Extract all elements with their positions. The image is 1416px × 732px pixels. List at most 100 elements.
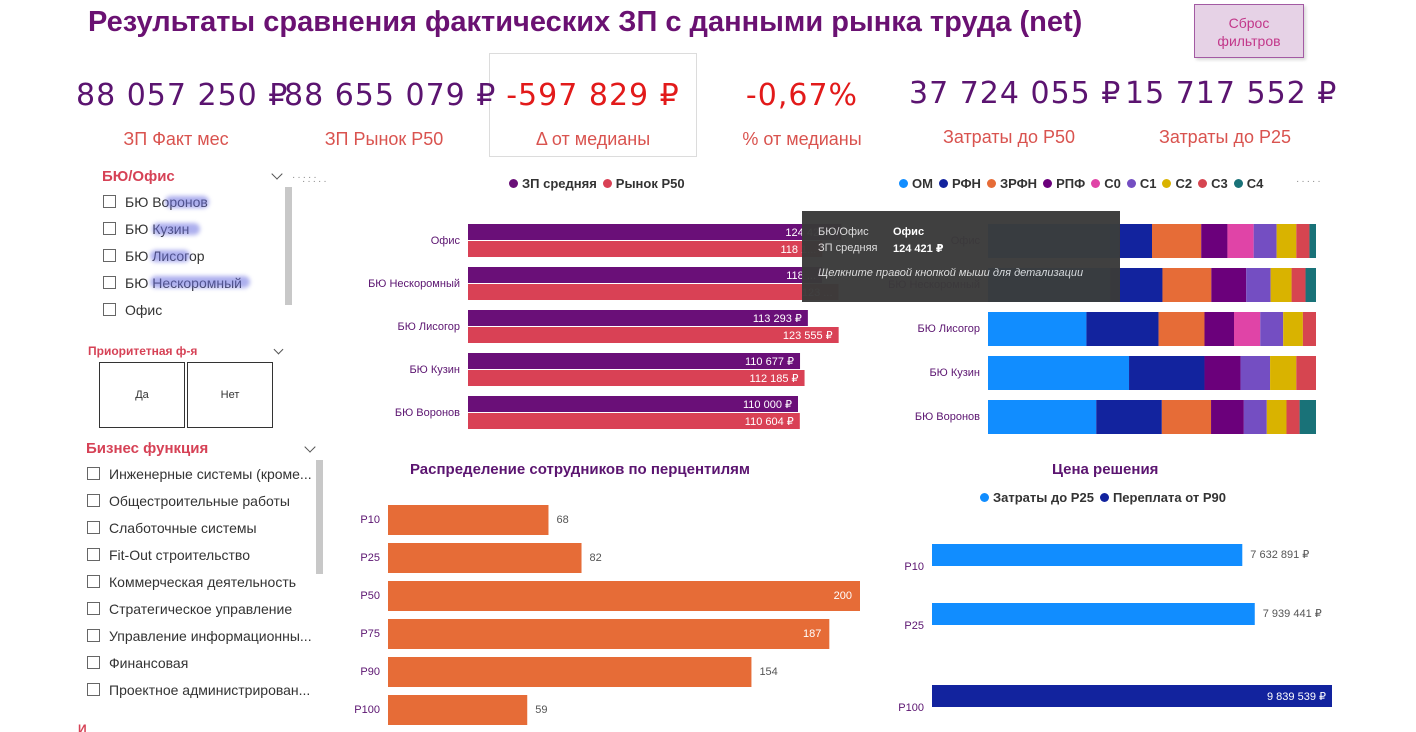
slicer-business-item[interactable]: Коммерческая деятельность — [87, 568, 312, 595]
segment-C2[interactable] — [1270, 356, 1297, 390]
kpi-fact-salary[interactable]: 88 057 250 ₽ ЗП Факт мес — [76, 78, 287, 150]
checkbox[interactable] — [87, 548, 100, 561]
segment-C2[interactable] — [1270, 268, 1292, 302]
segment-ОМ[interactable] — [988, 356, 1130, 390]
checkbox[interactable] — [87, 629, 100, 642]
percentile-bar[interactable] — [388, 657, 752, 687]
priority-no-button[interactable]: Нет — [187, 362, 273, 428]
checkbox[interactable] — [87, 656, 100, 669]
segment-C1[interactable] — [1260, 312, 1284, 346]
segment-C1[interactable] — [1240, 356, 1271, 390]
bar-salary[interactable] — [468, 224, 842, 240]
segment-РПФ[interactable] — [1204, 356, 1241, 390]
segment-C3[interactable] — [1296, 356, 1316, 390]
bar-market[interactable] — [468, 284, 839, 300]
segment-РФН[interactable] — [1129, 356, 1205, 390]
segment-ЗРФН[interactable] — [1162, 268, 1212, 302]
segment-C1[interactable] — [1246, 268, 1271, 302]
more-options-icon[interactable]: ····· — [1296, 176, 1323, 187]
segment-C1[interactable] — [1243, 400, 1267, 434]
reset-filters-button[interactable]: Сброс фильтров — [1194, 4, 1304, 58]
segment-C3[interactable] — [1302, 312, 1316, 346]
segment-C3[interactable] — [1291, 268, 1306, 302]
slicer-business-item[interactable]: Слаботочные системы — [87, 514, 312, 541]
segment-РПФ[interactable] — [1211, 268, 1247, 302]
kpi-delta-median[interactable]: -597 829 ₽ Δ от медианы — [493, 78, 693, 150]
bar-market[interactable] — [468, 370, 805, 386]
slicer-business-item[interactable]: Управление информационны... — [87, 622, 312, 649]
bar-salary[interactable] — [468, 353, 801, 369]
checkbox[interactable] — [87, 494, 100, 507]
segment-C3[interactable] — [1286, 400, 1300, 434]
segment-РФН[interactable] — [1096, 400, 1162, 434]
segment-C2[interactable] — [1283, 312, 1303, 346]
chevron-down-icon[interactable] — [273, 344, 284, 355]
kpi-percent-median[interactable]: -0,67% % от медианы — [702, 78, 902, 150]
segment-C4[interactable] — [1309, 224, 1316, 258]
segment-ЗРФН[interactable] — [1161, 400, 1212, 434]
segment-РПФ[interactable] — [1204, 312, 1234, 346]
segment-ОМ[interactable] — [988, 400, 1097, 434]
pct-chart-svg[interactable]: P10 68 P25 82 P50 200 P75 187 P90 154 P100 59 — [340, 498, 880, 732]
checkbox[interactable] — [103, 195, 116, 208]
checkbox[interactable] — [87, 467, 100, 480]
segment-C4[interactable] — [1299, 400, 1316, 434]
slicer-business-item[interactable]: Инженерные системы (кроме... — [87, 460, 312, 487]
percentile-bar[interactable] — [388, 695, 528, 725]
segment-ОМ[interactable] — [988, 312, 1087, 346]
bar-salary[interactable] — [468, 310, 808, 326]
bar-salary[interactable] — [468, 267, 822, 283]
slicer-business-item[interactable]: Fit-Out строительство — [87, 541, 312, 568]
checkbox[interactable] — [103, 303, 116, 316]
checkbox[interactable] — [103, 249, 116, 262]
percentile-bar[interactable] — [388, 619, 830, 649]
percentile-bar[interactable] — [388, 581, 860, 611]
price-bar[interactable] — [932, 685, 1332, 707]
checkbox[interactable] — [87, 602, 100, 615]
checkbox[interactable] — [87, 521, 100, 534]
price-bar[interactable] — [932, 544, 1243, 566]
segment-C0[interactable] — [1227, 224, 1254, 258]
slicer-business-item[interactable]: Финансовая — [87, 649, 312, 676]
segment-РПФ[interactable] — [1201, 224, 1228, 258]
checkbox[interactable] — [87, 683, 100, 696]
segment-РПФ[interactable] — [1211, 400, 1244, 434]
segment-C1[interactable] — [1253, 224, 1277, 258]
chevron-down-icon[interactable] — [271, 168, 283, 180]
checkbox[interactable] — [103, 222, 116, 235]
more-options-icon[interactable]: ····· — [302, 176, 329, 187]
price-bar[interactable] — [932, 603, 1255, 625]
segment-ЗРФН[interactable] — [1158, 312, 1205, 346]
segment-C3[interactable] — [1296, 224, 1310, 258]
chevron-down-icon[interactable] — [304, 441, 316, 453]
slicer-business-item[interactable]: Стратегическое управление — [87, 595, 312, 622]
slicer-bu-scrollbar[interactable] — [285, 187, 292, 305]
slicer-business-scrollbar[interactable] — [316, 460, 323, 574]
bar-salary[interactable] — [468, 396, 798, 412]
more-options-icon[interactable]: ····· — [292, 172, 319, 183]
percentile-bar[interactable] — [388, 505, 549, 535]
segment-C0[interactable] — [1234, 312, 1261, 346]
kpi-market-p50[interactable]: 88 655 079 ₽ ЗП Рынок P50 — [284, 78, 495, 150]
price-chart-svg[interactable]: P10 7 632 891 ₽ P25 7 939 441 ₽ P100 9 839 53… — [890, 530, 1340, 730]
kpi-cost-to-p25[interactable]: 15 717 552 ₽ Затраты до P25 — [1125, 76, 1336, 148]
kpi-cost-to-p50[interactable]: 37 724 055 ₽ Затраты до P50 — [909, 76, 1120, 148]
segment-РФН[interactable] — [1086, 312, 1159, 346]
checkbox[interactable] — [103, 276, 116, 289]
percentile-bar[interactable] — [388, 543, 582, 573]
segment-РФН[interactable] — [1119, 224, 1152, 258]
segment-C2[interactable] — [1266, 400, 1287, 434]
percentile-distribution-chart[interactable]: P10 68 P25 82 P50 200 P75 187 P90 154 P100 59 — [340, 498, 880, 732]
bar-market[interactable] — [468, 327, 839, 343]
slicer-business-item[interactable]: Проектное администрирован... — [87, 676, 312, 703]
segment-C2[interactable] — [1276, 224, 1297, 258]
bar-market[interactable] — [468, 413, 800, 429]
checkbox[interactable] — [87, 575, 100, 588]
slicer-business-item[interactable]: Общестроительные работы — [87, 487, 312, 514]
segment-C4[interactable] — [1305, 268, 1316, 302]
segment-ЗРФН[interactable] — [1152, 224, 1202, 258]
solution-price-chart[interactable]: P10 7 632 891 ₽ P25 7 939 441 ₽ P100 9 839 53… — [890, 530, 1340, 730]
slicer-bu-item[interactable]: Офис — [103, 296, 242, 323]
